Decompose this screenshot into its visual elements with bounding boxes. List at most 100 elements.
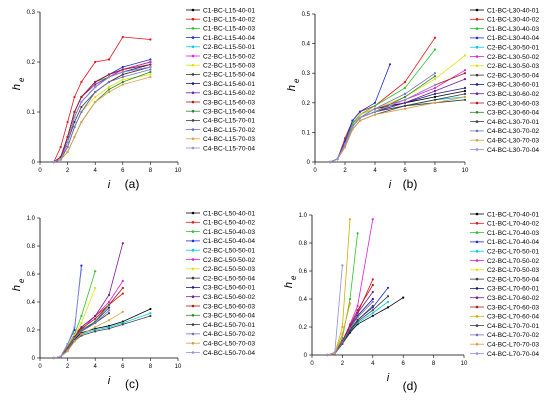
y-axis-label-main: h bbox=[286, 85, 298, 91]
legend-entry: C4-BC-L50-70-03 bbox=[203, 341, 255, 348]
legend-entry: C3-BC-L30-60-04 bbox=[487, 110, 539, 117]
y-tick-label: 0.5 bbox=[302, 12, 311, 18]
data-point bbox=[121, 65, 124, 69]
data-point bbox=[94, 317, 97, 320]
data-point bbox=[66, 135, 69, 139]
legend-entry: C3-BC-L50-60-01 bbox=[203, 285, 255, 292]
y-tick-label: 0.6 bbox=[299, 269, 308, 275]
data-point bbox=[107, 303, 111, 306]
legend-marker bbox=[191, 267, 195, 271]
data-point bbox=[373, 101, 377, 104]
series-line bbox=[329, 55, 466, 163]
y-tick-label: 0.4 bbox=[299, 297, 308, 303]
data-point bbox=[66, 150, 69, 154]
legend-marker bbox=[191, 119, 195, 122]
legend-marker bbox=[191, 63, 195, 67]
data-point bbox=[326, 353, 329, 357]
data-point bbox=[59, 158, 62, 161]
x-tick-label: 6 bbox=[121, 364, 125, 370]
data-point bbox=[463, 69, 467, 72]
data-point bbox=[149, 68, 152, 71]
data-point bbox=[94, 314, 97, 318]
data-point bbox=[73, 95, 76, 99]
data-point bbox=[73, 120, 76, 124]
data-point bbox=[386, 286, 390, 289]
x-tick-label: 8 bbox=[432, 361, 436, 367]
data-point bbox=[348, 297, 352, 301]
y-axis-label-subscript: e bbox=[17, 278, 26, 283]
y-tick-label: 1.0 bbox=[299, 213, 308, 219]
legend-marker bbox=[191, 8, 195, 12]
legend-marker bbox=[191, 211, 195, 215]
legend-marker bbox=[191, 45, 195, 49]
data-point bbox=[356, 304, 359, 308]
data-point bbox=[403, 95, 407, 98]
legend-marker bbox=[191, 27, 195, 30]
legend-entry: C4-BC-L50-70-04 bbox=[203, 350, 255, 357]
legend-marker bbox=[191, 248, 195, 252]
data-point bbox=[107, 73, 111, 76]
data-point bbox=[356, 316, 359, 319]
series-line bbox=[329, 72, 436, 163]
y-tick-label: 0.8 bbox=[27, 244, 36, 250]
data-point bbox=[80, 95, 83, 99]
x-tick-label: 10 bbox=[461, 361, 468, 367]
data-point bbox=[94, 270, 97, 273]
data-point bbox=[73, 115, 76, 119]
data-point bbox=[433, 72, 437, 75]
legend-entry: C2-BC-L15-50-03 bbox=[203, 63, 255, 70]
data-point bbox=[341, 332, 344, 336]
legend-entry: C1-BC-L50-40-01 bbox=[203, 210, 255, 217]
legend-entry: C3-BC-L15-60-02 bbox=[203, 90, 255, 97]
data-point bbox=[107, 312, 111, 315]
legend-marker bbox=[191, 36, 195, 39]
x-tick-label: 6 bbox=[402, 361, 406, 367]
data-point bbox=[80, 333, 83, 336]
legend-entry: C2-BC-L70-50-04 bbox=[487, 276, 539, 283]
legend-marker bbox=[475, 111, 479, 114]
legend-marker bbox=[475, 231, 479, 234]
x-axis-label: i bbox=[108, 375, 111, 387]
legend-entry: C2-BC-L50-50-03 bbox=[203, 266, 255, 273]
data-point bbox=[121, 80, 124, 84]
legend-entry: C1-BC-L15-40-03 bbox=[203, 26, 255, 33]
series-line bbox=[329, 84, 436, 163]
data-point bbox=[149, 307, 152, 311]
data-point bbox=[433, 92, 437, 95]
legend-entry: C1-BC-L30-40-01 bbox=[487, 7, 539, 14]
series-line bbox=[329, 75, 436, 163]
legend-entry: C3-BC-L30-60-01 bbox=[487, 82, 539, 89]
data-point bbox=[121, 70, 124, 74]
data-point bbox=[343, 140, 347, 143]
legend-marker bbox=[475, 36, 479, 40]
legend-entry: C3-BC-L50-60-02 bbox=[203, 294, 255, 301]
x-tick-label: 2 bbox=[343, 168, 347, 174]
x-tick-label: 0 bbox=[313, 168, 317, 174]
legend-marker bbox=[191, 230, 195, 233]
legend-marker bbox=[475, 92, 479, 95]
data-point bbox=[371, 283, 374, 287]
series-line bbox=[53, 71, 151, 163]
data-point bbox=[94, 60, 97, 64]
y-tick-label: 0.4 bbox=[27, 300, 36, 306]
legend-marker bbox=[191, 54, 195, 58]
data-point bbox=[149, 73, 152, 76]
legend-marker bbox=[475, 277, 479, 281]
data-point bbox=[341, 325, 344, 329]
data-point bbox=[121, 242, 124, 245]
data-point bbox=[80, 120, 83, 124]
y-tick-label: 0.2 bbox=[299, 325, 308, 331]
legend-entry: C4-BC-L15-70-01 bbox=[203, 118, 255, 125]
data-point bbox=[94, 100, 97, 104]
data-point bbox=[403, 92, 407, 95]
data-point bbox=[433, 83, 437, 87]
chart-panel-c: 0 2 4 6 8 10 0 0.2 0.4 0.6 0.8 1.0 i he C1-BC-L50-40-0… bbox=[11, 210, 255, 391]
data-point bbox=[121, 83, 124, 86]
legend-entry: C4-BC-L15-70-03 bbox=[203, 136, 255, 143]
legend-marker bbox=[475, 101, 479, 105]
series-line bbox=[329, 69, 466, 163]
data-point bbox=[402, 296, 405, 299]
data-point bbox=[59, 145, 62, 149]
data-point bbox=[403, 98, 407, 101]
data-point bbox=[107, 75, 111, 79]
